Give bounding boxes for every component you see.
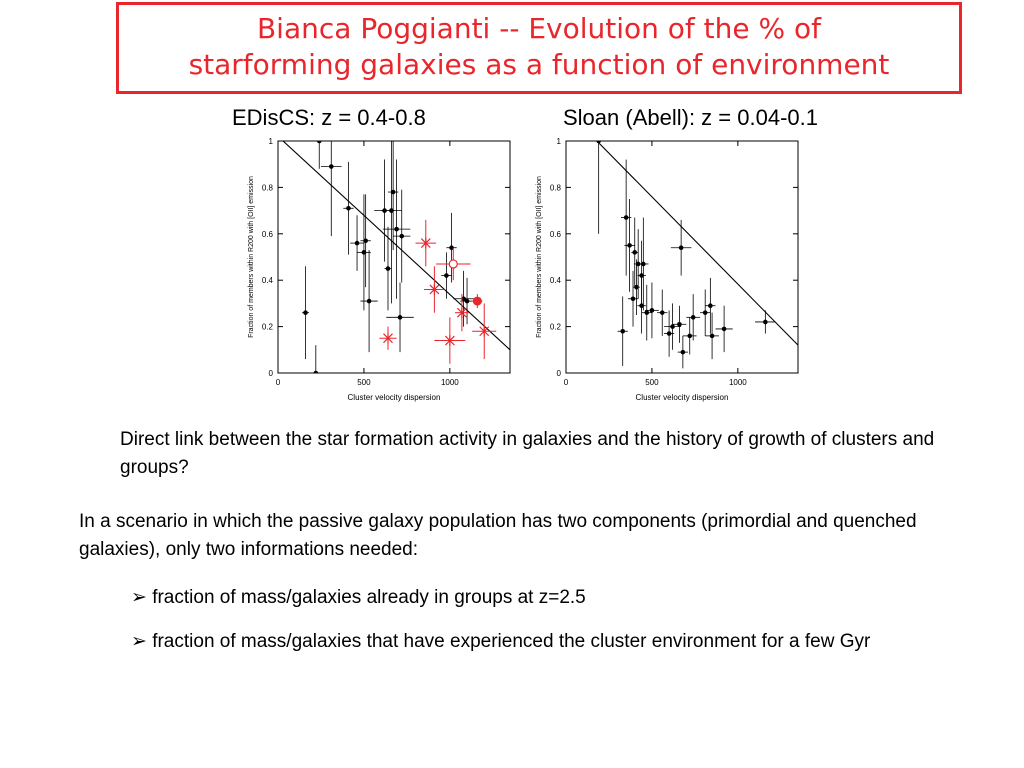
- x-axis-label: Cluster velocity dispersion: [636, 393, 729, 402]
- data-point-open: [448, 259, 458, 269]
- left-panel-label: EDisCS: z = 0.4-0.8: [232, 105, 426, 130]
- data-point: [634, 284, 639, 290]
- sloan-scatter-plot: 0 500 1000 0 0.2 0.4 0.6 0.8 1 Cluster velocity d…: [536, 137, 799, 402]
- plot-area: [282, 141, 510, 373]
- data-point: [366, 298, 372, 304]
- data-point-star: [429, 284, 440, 295]
- data-point-star: [444, 335, 455, 346]
- data-point-star: [479, 325, 490, 337]
- data-point: [394, 226, 399, 232]
- data-point: [316, 141, 322, 144]
- plot-frame: [565, 140, 799, 374]
- title-box: Bianca Poggianti -- Evolution of the % o…: [116, 2, 962, 94]
- trend-line: [596, 141, 798, 346]
- y-axis-label: Fraction of members within R200 with [OI…: [536, 176, 543, 338]
- x-axis-label: Cluster velocity dispersion: [348, 393, 441, 402]
- y-tick-label: 0: [269, 369, 274, 378]
- question-paragraph: Direct link between the star formation a…: [120, 429, 935, 478]
- y-tick-label: 0.2: [262, 323, 274, 332]
- data-point: [385, 266, 391, 271]
- data-point: [596, 141, 601, 144]
- slide-title-line-2: starforming galaxies as a function of en…: [188, 48, 890, 81]
- data-point: [644, 310, 650, 315]
- data-point: [354, 240, 360, 246]
- bullet-item-1: ➢ fraction of mass/galaxies already in g…: [131, 584, 991, 612]
- data-point: [639, 303, 644, 309]
- data-point: [444, 273, 449, 278]
- data-point: [659, 310, 665, 315]
- y-tick-label: 0.4: [550, 276, 562, 285]
- data-point: [677, 321, 682, 327]
- data-point-star: [420, 237, 431, 249]
- y-tick-label: 0.8: [262, 183, 274, 192]
- data-point-star: [456, 307, 467, 319]
- data-point: [680, 349, 686, 355]
- bullet-text-1: fraction of mass/galaxies already in gro…: [152, 587, 586, 608]
- x-tick-label: 500: [357, 378, 371, 387]
- ediscs-scatter-plot: 0 500 1000 0 0.2 0.4 0.6 0.8 1 Cluster velocity d…: [248, 137, 511, 402]
- arrow-bullet-icon: ➢: [131, 631, 147, 652]
- data-point: [721, 326, 727, 332]
- data-point: [328, 164, 334, 169]
- y-tick-label: 0: [557, 369, 562, 378]
- y-tick-label: 0.4: [262, 276, 274, 285]
- data-point: [389, 208, 394, 213]
- right-panel-label: Sloan (Abell): z = 0.04-0.1: [563, 105, 818, 130]
- scenario-paragraph: In a scenario in which the passive galax…: [79, 511, 917, 560]
- data-point: [346, 205, 351, 211]
- y-tick-label: 0.2: [550, 323, 562, 332]
- data-point: [363, 238, 368, 244]
- data-point: [461, 296, 466, 302]
- y-tick-label: 0.8: [550, 183, 562, 192]
- data-point: [687, 333, 693, 339]
- arrow-bullet-icon: ➢: [131, 587, 147, 608]
- plot-frame: [277, 140, 511, 374]
- x-tick-label: 1000: [729, 378, 747, 387]
- data-point: [313, 370, 319, 373]
- data-point: [708, 303, 713, 309]
- data-point: [702, 310, 708, 315]
- data-point: [690, 315, 696, 320]
- data-point: [632, 250, 638, 255]
- data-point: [678, 245, 684, 251]
- plot-area: [596, 141, 798, 369]
- data-point: [630, 296, 636, 302]
- x-tick-label: 0: [276, 378, 281, 387]
- slide-title-line-1: Bianca Poggianti -- Evolution of the % o…: [256, 12, 822, 45]
- data-point: [670, 324, 675, 329]
- data-point: [390, 189, 396, 195]
- y-tick-label: 0.6: [550, 230, 562, 239]
- y-tick-label: 1: [557, 137, 562, 146]
- x-tick-label: 0: [564, 378, 569, 387]
- x-tick-label: 500: [645, 378, 659, 387]
- data-point: [666, 331, 672, 336]
- trend-line: [282, 141, 510, 351]
- data-point: [464, 298, 470, 304]
- data-point: [303, 310, 308, 315]
- y-tick-label: 0.6: [262, 230, 274, 239]
- data-point: [397, 315, 403, 320]
- x-tick-label: 1000: [441, 378, 459, 387]
- bullet-item-2: ➢ fraction of mass/galaxies that have ex…: [131, 628, 991, 656]
- y-axis-label: Fraction of members within R200 with [OI…: [248, 176, 255, 338]
- bullet-text-2: fraction of mass/galaxies that have expe…: [152, 631, 871, 652]
- y-tick-label: 1: [269, 137, 274, 146]
- data-point-star: [383, 332, 393, 344]
- data-point: [449, 245, 454, 251]
- data-point: [620, 328, 626, 334]
- data-point: [627, 243, 632, 248]
- data-point: [639, 273, 644, 278]
- data-point: [649, 308, 655, 313]
- data-point: [763, 319, 768, 325]
- data-point: [361, 250, 367, 255]
- data-point-filled: [472, 296, 482, 306]
- data-point: [709, 333, 715, 339]
- data-point: [399, 233, 405, 239]
- data-point: [641, 261, 646, 267]
- data-point: [623, 215, 629, 220]
